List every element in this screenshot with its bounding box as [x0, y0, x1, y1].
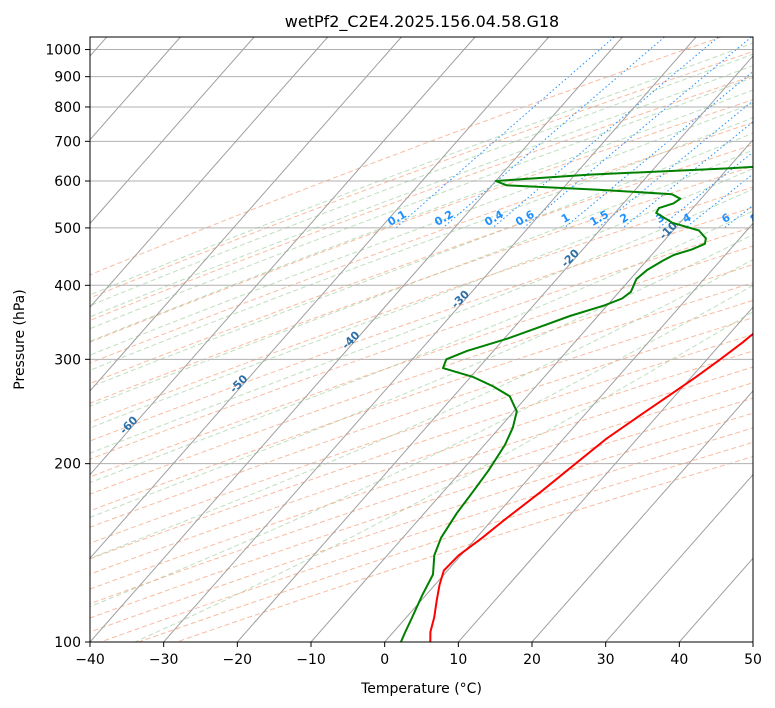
x-tick-label: 30	[597, 652, 615, 668]
moist-adiabat	[90, 102, 753, 356]
isotherm-line	[90, 37, 255, 225]
moist-adiabat	[90, 284, 753, 608]
mixing-ratio-lines	[395, 37, 753, 229]
dry-adiabat	[90, 50, 753, 299]
y-tick-label: 800	[54, 100, 81, 116]
x-tick-label: 20	[523, 652, 541, 668]
moist-adiabat	[90, 188, 753, 454]
moist-adiabat	[90, 132, 753, 388]
isotherm-line	[605, 473, 753, 642]
y-tick-label: 1000	[45, 43, 81, 59]
x-tick-label: 50	[744, 652, 762, 668]
isotherm-line	[384, 222, 753, 642]
plot-area: 0.10.20.40.611.52346810131620253036-100-…	[90, 37, 761, 642]
mixing-ratio-line	[658, 151, 753, 229]
dry-adiabat	[90, 264, 753, 495]
dry-adiabat	[90, 206, 753, 442]
isotherm-line	[90, 37, 623, 642]
x-tick-label: 40	[670, 652, 688, 668]
x-axis-ticks: −40 −30 −20 −10 0 10 20 30 40 50	[75, 642, 762, 668]
x-tick-label: 10	[449, 652, 467, 668]
dry-adiabat	[90, 366, 753, 590]
moist-adiabat	[90, 42, 753, 296]
mixing-ratio-line	[523, 37, 752, 229]
moist-adiabat	[90, 117, 753, 371]
moist-adiabat	[90, 53, 753, 307]
mixing-ratio-label: 8	[748, 211, 761, 226]
y-axis-label: Pressure (hPa)	[12, 289, 28, 389]
x-tick-label: −40	[75, 652, 105, 668]
y-tick-label: 900	[54, 70, 81, 86]
dry-adiabat	[90, 226, 753, 460]
x-tick-label: 0	[380, 652, 389, 668]
moist-adiabat	[90, 89, 753, 342]
dry-adiabat	[90, 37, 722, 276]
isotherm-line	[531, 390, 753, 642]
isotherm-line	[90, 37, 329, 308]
dry-adiabat	[90, 245, 753, 478]
x-axis-label: Temperature (°C)	[360, 681, 482, 697]
mixing-ratio-line	[563, 70, 753, 229]
dewpoint-profile-line	[399, 165, 753, 642]
y-tick-label: 500	[54, 221, 81, 237]
isotherm-line	[90, 37, 476, 476]
dry-adiabat	[90, 317, 753, 544]
y-tick-label: 600	[54, 174, 81, 190]
x-tick-label: −10	[296, 652, 326, 668]
isotherm-line	[90, 37, 181, 141]
y-tick-label: 700	[54, 134, 81, 150]
y-axis-ticks: 100 200 300 400 500 600 700 800 900 1000	[45, 43, 90, 651]
dry-adiabat	[90, 350, 753, 575]
dry-adiabat	[90, 282, 753, 512]
dry-adiabat	[90, 333, 753, 560]
y-tick-label: 200	[54, 457, 81, 473]
isotherm-line	[163, 37, 697, 642]
isotherm-line	[90, 37, 402, 392]
x-tick-label: −20	[223, 652, 253, 668]
isotherm-line	[457, 306, 753, 642]
axes-frame	[89, 36, 754, 643]
mixing-ratio-line	[442, 37, 665, 229]
dry-adiabat	[90, 382, 753, 605]
mixing-ratio-line	[395, 37, 615, 229]
dry-adiabat	[90, 144, 753, 384]
y-tick-label: 300	[54, 352, 81, 368]
temperature-profile-line	[429, 332, 753, 642]
dry-adiabat	[90, 75, 753, 321]
moist-adiabat	[90, 76, 753, 330]
dry-adiabat	[90, 186, 753, 423]
isotherm-line	[310, 138, 753, 642]
dry-adiabat	[90, 299, 753, 528]
y-tick-label: 100	[54, 635, 81, 651]
mixing-ratio-line	[492, 37, 719, 229]
y-tick-label: 400	[54, 278, 81, 294]
chart-title: wetPf2_C2E4.2025.156.04.58.G18	[285, 12, 559, 32]
isotherm-line	[90, 37, 550, 560]
moist-adiabat	[90, 168, 753, 429]
x-tick-label: −30	[149, 652, 179, 668]
sounding-profiles	[399, 165, 753, 642]
